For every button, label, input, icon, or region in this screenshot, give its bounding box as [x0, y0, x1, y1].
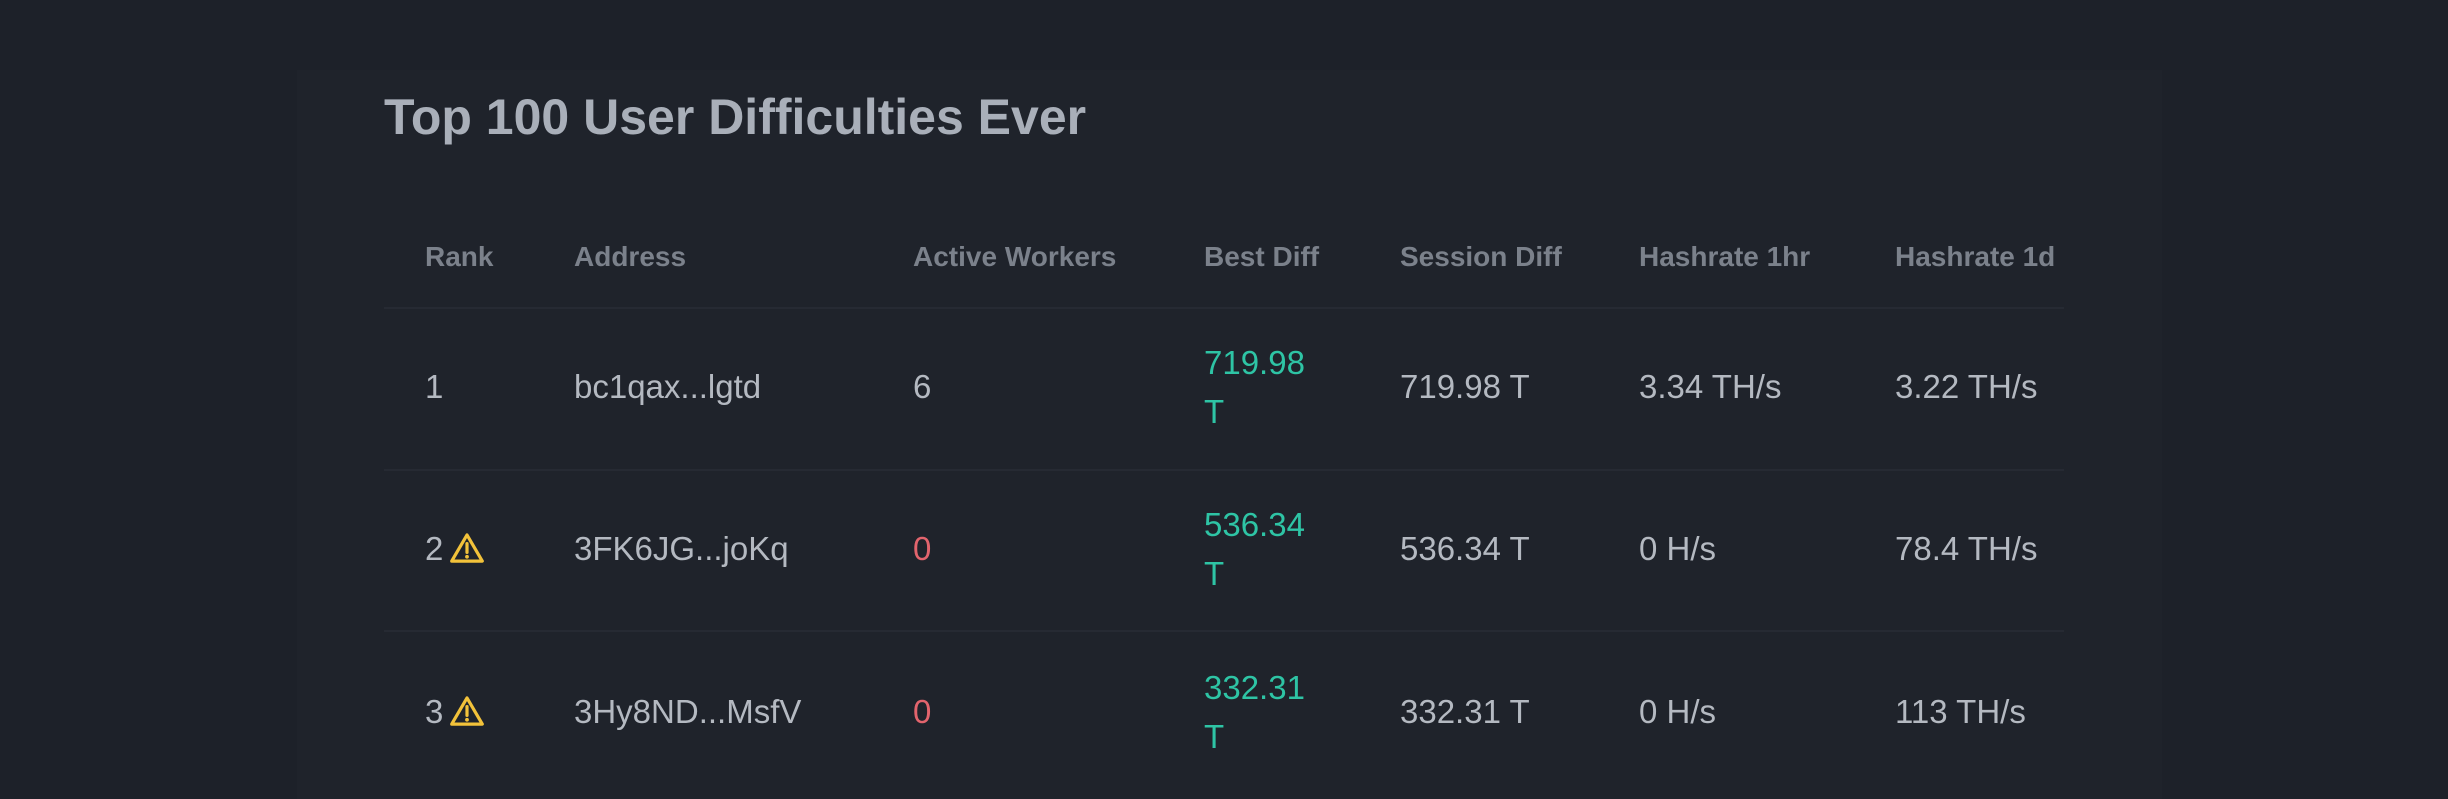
cell-text: 3Hy8ND...MsfV — [574, 693, 802, 730]
table-cell: 6 — [913, 368, 931, 406]
column-header: Best Diff — [1204, 241, 1319, 273]
cell-text: 2 — [425, 530, 444, 567]
cell-text: 536.34 T — [1204, 506, 1305, 592]
row-separator — [384, 307, 2064, 309]
cell-text: 78.4 TH/s — [1895, 530, 2038, 567]
table-cell: 78.4 TH/s — [1895, 530, 2037, 568]
row-separator — [384, 469, 2064, 471]
cell-text: 113 TH/s — [1895, 693, 2026, 730]
table-cell: 332.31 T — [1400, 693, 1530, 731]
warning-icon — [450, 533, 485, 563]
row-separator — [384, 630, 2064, 632]
cell-text: 1 — [425, 368, 444, 405]
table-cell: 2 — [425, 530, 485, 568]
column-header: Hashrate 1hr — [1639, 241, 1810, 273]
column-header: Session Diff — [1400, 241, 1562, 273]
cell-text: Address — [574, 241, 687, 272]
column-header: Address — [574, 241, 686, 273]
column-header: Hashrate 1d — [1895, 241, 2055, 273]
cell-text: Best Diff — [1204, 241, 1320, 272]
table-cell: 0 H/s — [1639, 530, 1716, 568]
cell-text: Hashrate 1d — [1895, 241, 2056, 272]
cell-text: 3 — [425, 693, 444, 730]
cell-text: 0 — [913, 693, 932, 730]
column-header: Rank — [425, 241, 493, 273]
cell-text: 6 — [913, 368, 932, 405]
table-cell: 332.31 T — [1204, 663, 1324, 761]
cell-text: Active Workers — [913, 241, 1117, 272]
cell-text: 332.31 T — [1204, 669, 1305, 755]
cell-text: 719.98 T — [1204, 344, 1305, 430]
table-cell: 113 TH/s — [1895, 693, 2026, 731]
page-title: Top 100 User Difficulties Ever — [384, 89, 1087, 145]
column-header: Active Workers — [913, 241, 1116, 273]
cell-text: 0 H/s — [1639, 530, 1717, 567]
table-cell: 536.34 T — [1204, 500, 1324, 598]
table-cell: 3Hy8ND...MsfV — [574, 693, 801, 731]
cell-text: 3.34 TH/s — [1639, 368, 1782, 405]
table-cell: 0 — [913, 693, 931, 731]
cell-text: bc1qax...lgtd — [574, 368, 762, 405]
table-cell: 3.34 TH/s — [1639, 368, 1781, 406]
cell-text: Session Diff — [1400, 241, 1562, 272]
cell-text: Hashrate 1hr — [1639, 241, 1811, 272]
cell-text: 3FK6JG...joKq — [574, 530, 789, 567]
table-cell: 3 — [425, 693, 485, 731]
cell-text: 3.22 TH/s — [1895, 368, 2038, 405]
table-cell: 3.22 TH/s — [1895, 368, 2037, 406]
cell-text: Rank — [425, 241, 494, 272]
cell-text: 332.31 T — [1400, 693, 1530, 730]
table-cell: 3FK6JG...joKq — [574, 530, 789, 568]
warning-icon — [450, 696, 485, 726]
table-cell: 0 — [913, 530, 931, 568]
cell-text: 719.98 T — [1400, 368, 1530, 405]
cell-text: 0 — [913, 530, 932, 567]
table-cell: 719.98 T — [1204, 338, 1324, 436]
cell-text: 536.34 T — [1400, 530, 1530, 567]
table-cell: 1 — [425, 368, 443, 406]
cell-text: 0 H/s — [1639, 693, 1717, 730]
table-cell: 536.34 T — [1400, 530, 1530, 568]
table-cell: bc1qax...lgtd — [574, 368, 761, 406]
table-cell: 719.98 T — [1400, 368, 1530, 406]
card — [297, 70, 2162, 799]
table-cell: 0 H/s — [1639, 693, 1716, 731]
